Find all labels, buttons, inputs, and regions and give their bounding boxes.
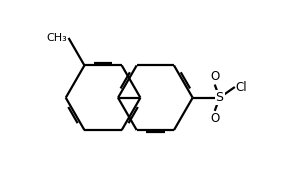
Text: O: O [210,70,219,83]
Text: Cl: Cl [236,80,247,93]
Text: O: O [210,112,219,125]
Text: S: S [215,91,223,104]
Text: CH₃: CH₃ [46,33,67,43]
